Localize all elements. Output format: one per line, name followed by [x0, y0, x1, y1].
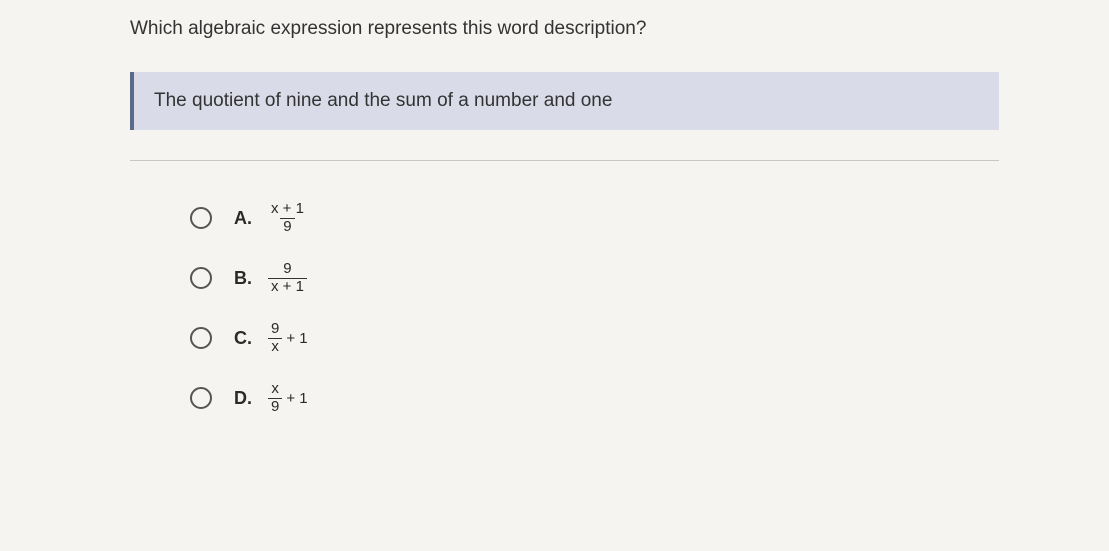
- denominator-d: 9: [268, 398, 282, 416]
- suffix-d: + 1: [286, 390, 307, 407]
- denominator-a: 9: [280, 218, 294, 236]
- option-d[interactable]: D. x 9 + 1: [190, 381, 999, 415]
- radio-b[interactable]: [190, 267, 212, 289]
- fraction-b: 9 x + 1: [268, 261, 307, 295]
- option-label-d: D.: [234, 388, 254, 409]
- option-expression-c: 9 x + 1: [268, 321, 308, 355]
- radio-d[interactable]: [190, 387, 212, 409]
- option-expression-a: x + 1 9: [268, 201, 311, 235]
- option-label-a: A.: [234, 208, 254, 229]
- option-a[interactable]: A. x + 1 9: [190, 201, 999, 235]
- fraction-a: x + 1 9: [268, 201, 307, 235]
- denominator-b: x + 1: [268, 278, 307, 296]
- option-b[interactable]: B. 9 x + 1: [190, 261, 999, 295]
- option-expression-b: 9 x + 1: [268, 261, 311, 295]
- suffix-c: + 1: [286, 330, 307, 347]
- fraction-c: 9 x: [268, 321, 282, 355]
- option-label-b: B.: [234, 268, 254, 289]
- option-c[interactable]: C. 9 x + 1: [190, 321, 999, 355]
- radio-c[interactable]: [190, 327, 212, 349]
- fraction-d: x 9: [268, 381, 282, 415]
- question-description: The quotient of nine and the sum of a nu…: [154, 90, 612, 111]
- option-expression-d: x 9 + 1: [268, 381, 308, 415]
- question-description-box: The quotient of nine and the sum of a nu…: [130, 72, 999, 130]
- divider: [130, 160, 999, 161]
- numerator-c: 9: [268, 321, 282, 338]
- options-list: A. x + 1 9 B. 9 x + 1 C. 9 x + 1: [130, 201, 999, 415]
- denominator-c: x: [268, 338, 282, 356]
- numerator-b: 9: [280, 261, 294, 278]
- option-label-c: C.: [234, 328, 254, 349]
- radio-a[interactable]: [190, 207, 212, 229]
- numerator-a: x + 1: [268, 201, 307, 218]
- question-title: Which algebraic expression represents th…: [130, 18, 999, 40]
- numerator-d: x: [268, 381, 282, 398]
